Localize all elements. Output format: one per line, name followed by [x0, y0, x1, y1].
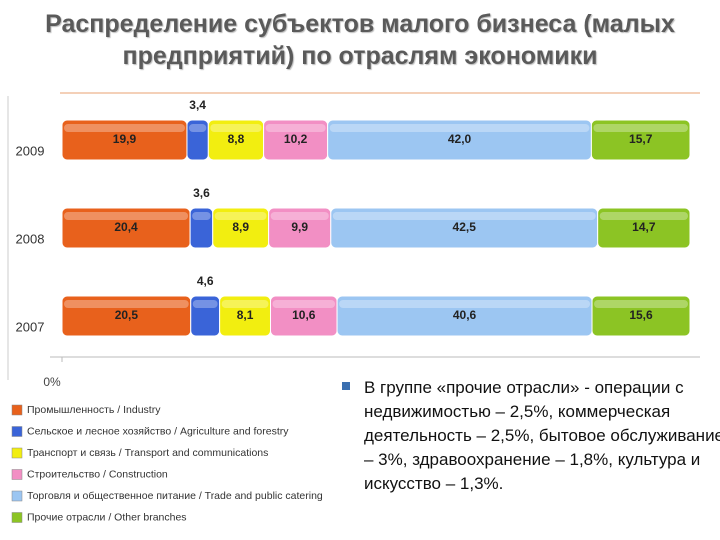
- bar-segment: [591, 295, 691, 337]
- bar-shine: [64, 124, 185, 132]
- bar-shine: [599, 212, 688, 220]
- bar-shine: [214, 212, 267, 220]
- legend-label: Транспорт и связь / Transport and commun…: [27, 447, 268, 459]
- annotation-text: В группе «прочие отрасли» - операции с н…: [364, 378, 720, 493]
- y-tick-label: 2007: [16, 319, 45, 334]
- legend-swatch: [11, 469, 23, 480]
- bar-segment: [597, 207, 691, 249]
- bar-shine: [270, 212, 329, 220]
- data-label: 42,5: [453, 220, 477, 234]
- data-label: 3,6: [193, 186, 210, 200]
- data-label: 8,8: [228, 132, 245, 146]
- data-label: 14,7: [632, 220, 656, 234]
- data-label: 40,6: [453, 308, 477, 322]
- chart-title: Распределение субъектов малого бизнеса (…: [45, 10, 675, 70]
- legend-swatch: [11, 490, 23, 502]
- bar-shine: [192, 212, 211, 220]
- data-label: 10,6: [292, 308, 316, 322]
- bar-shine: [329, 124, 590, 132]
- bullet: [342, 382, 350, 390]
- y-tick-label: 2008: [16, 231, 45, 246]
- bar-shine: [594, 300, 688, 308]
- data-label: 4,6: [197, 274, 214, 288]
- legend-swatch: [11, 404, 23, 416]
- legend-label: Прочие отрасли / Other branches: [27, 511, 187, 523]
- bar-shine: [64, 212, 189, 220]
- bar-shine: [332, 212, 596, 220]
- data-label: 19,9: [113, 132, 137, 146]
- legend-label: Строительство / Construction: [27, 468, 168, 480]
- legend-label: Торговля и общественное питание / Trade …: [27, 490, 323, 502]
- data-label: 15,6: [629, 308, 653, 322]
- legend-swatch: [11, 426, 23, 437]
- bar-shine: [221, 300, 269, 308]
- legend-label: Промышленность / Industry: [27, 404, 161, 416]
- annotation: В группе «прочие отрасли» - операции с н…: [342, 376, 720, 496]
- data-label: 8,1: [237, 308, 254, 322]
- bar-shine: [593, 124, 688, 132]
- y-tick-label: 2009: [16, 143, 45, 158]
- bar-shine: [188, 124, 207, 132]
- bar-segment: [590, 119, 691, 161]
- data-label: 3,4: [189, 98, 206, 112]
- data-label: 42,0: [448, 132, 472, 146]
- data-label: 8,9: [232, 220, 249, 234]
- bar-shine: [272, 300, 336, 308]
- data-label: 9,9: [291, 220, 308, 234]
- data-label: 15,7: [629, 132, 653, 146]
- data-label: 10,2: [284, 132, 308, 146]
- legend-label: Сельское и лесное хозяйство / Agricultur…: [27, 425, 289, 437]
- bar-shine: [265, 124, 326, 132]
- legend-swatch: [11, 447, 23, 459]
- legend-swatch: [11, 512, 23, 523]
- data-label: 20,5: [115, 308, 139, 322]
- bar-shine: [64, 300, 189, 308]
- data-label: 20,4: [114, 220, 138, 234]
- bar-shine: [339, 300, 591, 308]
- x-tick-label: 0%: [43, 375, 61, 389]
- bar-shine: [192, 300, 218, 308]
- bar-shine: [210, 124, 262, 132]
